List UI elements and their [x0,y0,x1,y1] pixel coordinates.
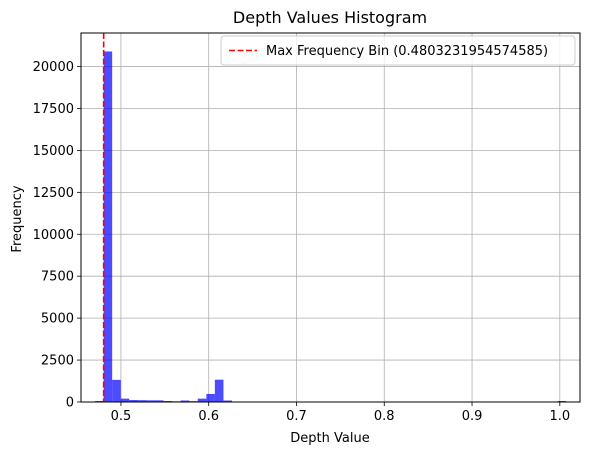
histogram-bar [154,400,164,402]
histogram-bar [206,393,215,402]
histogram-bar [112,379,121,402]
y-tick-label: 20000 [33,60,74,75]
histogram-bar [103,51,113,402]
y-axis-label: Frequency [10,185,25,252]
legend-label: Max Frequency Bin (0.4803231954574585) [266,44,548,59]
grid-lines [81,33,580,403]
histogram-bar [129,399,138,402]
x-tick-label: 0.5 [111,409,132,424]
histogram-bar [120,398,130,402]
histogram-bar [197,398,207,402]
histogram-bar [163,400,173,402]
histogram-bar [557,400,567,402]
y-tick-label: 15000 [33,144,74,159]
y-tick-label: 5000 [41,312,74,327]
histogram-bar [146,400,155,402]
histogram-bar [214,379,224,402]
y-tick-label: 0 [66,396,74,411]
x-axis-label: Depth Value [290,431,369,446]
histogram-bar [180,400,190,402]
x-tick-label: 0.9 [462,409,483,424]
histogram-bar [137,400,147,402]
y-tick-label: 12500 [33,186,74,201]
x-tick-label: 0.6 [198,409,219,424]
x-axis-ticks: 0.5 0.6 0.7 0.8 0.9 1.0 [111,402,570,424]
y-tick-label: 10000 [33,228,74,243]
x-tick-label: 0.7 [286,409,307,424]
histogram-bar [223,400,232,402]
x-tick-label: 1.0 [549,409,570,424]
x-tick-label: 0.8 [374,409,395,424]
y-axis-ticks: 0 2500 5000 7500 10000 12500 15000 17500 20000 [33,60,81,411]
chart-title: Depth Values Histogram [233,8,427,27]
plot-frame [80,32,581,403]
y-tick-label: 7500 [41,270,74,285]
legend: Max Frequency Bin (0.4803231954574585) [220,35,576,66]
y-tick-label: 2500 [41,354,74,369]
legend-box [220,35,576,66]
histogram-bar [95,400,104,402]
y-tick-label: 17500 [33,102,74,117]
